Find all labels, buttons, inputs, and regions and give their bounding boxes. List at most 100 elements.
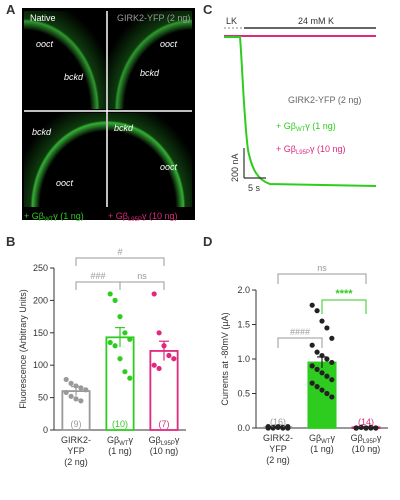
data-point [127,375,133,381]
data-point [63,389,69,396]
data-point [324,390,330,397]
data-point [324,325,330,331]
data-point [314,308,320,314]
significance-bracket [277,273,367,284]
legend-wt: + GβWTγ (1 ng) [276,121,336,133]
significance-label: ns [137,271,147,281]
header-native: Native [30,13,56,23]
data-point [166,352,172,359]
tile-label-ooct: ooct [36,39,54,49]
data-point [319,318,325,324]
x-tick-label: YFP [67,446,85,456]
data-point [156,365,162,372]
x-tick-label: (1 ng) [310,444,334,454]
x-tick-label: GβWTγ [107,435,134,447]
data-point [319,370,325,376]
panel-a-micrographs: Native GIRK2-YFP (2 ng) ooct bckd ooct b… [22,8,195,223]
data-point [265,424,271,430]
data-point [151,362,157,368]
significance-bracket [119,281,165,290]
x-tick-label: GβWTγ [309,433,336,445]
x-tick-label: YFP [269,444,287,454]
significance-label: ### [90,271,105,281]
data-point [324,356,330,362]
significance-bracket [277,337,323,348]
data-point [353,425,359,431]
k-label: 24 mM K [298,16,334,26]
data-point [73,396,79,402]
micrograph-construct-top [108,11,192,109]
footer-wt: + GβWTγ (1 ng) [24,211,84,223]
data-point [68,393,74,399]
panel-letter-b: B [6,234,15,249]
data-point [73,383,79,389]
data-point [117,314,123,320]
significance-bracket [321,299,367,314]
n-label: (10) [112,419,128,429]
y-tick-label: 0 [43,425,48,435]
x-tick-label: (10 ng) [352,444,381,454]
data-point [329,377,335,383]
footer-mut: + GβL95Pγ (10 ng) [108,211,177,223]
tile-label-ooct: ooct [160,162,178,172]
data-point [329,359,335,366]
y-tick-label: 150 [33,328,48,338]
scale-current-label: 200 nA [230,153,240,182]
data-point [63,376,69,383]
data-point [280,425,286,431]
data-point [319,387,325,393]
x-tick-label: (1 ng) [108,446,132,456]
data-point [68,380,74,386]
y-tick-label: 0.0 [237,423,250,433]
data-point [151,291,157,297]
data-point [309,302,315,308]
data-point [83,387,89,393]
tile-label-bckd: bckd [32,127,52,137]
data-point [285,424,291,430]
n-label: (14) [314,417,330,427]
trace-wt [224,36,377,187]
panel-letter-d: D [203,234,212,249]
data-point [329,394,335,400]
micrograph-mut-bottom [108,113,192,207]
data-point [358,424,364,430]
y-tick-label: 100 [33,360,48,370]
panel-c-traces: LK 24 mM K GIRK2-YFP (2 ng) + GβWTγ (1 n… [224,16,377,193]
y-axis-label: Currents at -80mV (µA) [220,312,230,405]
panel-letter-c: C [203,2,213,17]
data-point [368,425,374,431]
x-tick-label: (2 ng) [64,457,88,467]
y-tick-label: 1.0 [237,354,250,364]
data-point [107,339,113,346]
data-point [319,352,325,359]
chart-b: 0 50 100 150 200 250 Fluorescence (Arbitrary U… [18,247,186,467]
data-point [329,335,335,341]
data-point [122,330,128,336]
data-point [363,425,369,431]
legend-mut: + GβL95Pγ (10 ng) [276,144,345,156]
data-point [373,425,379,431]
x-tick-label: (10 ng) [150,446,179,456]
tile-label-ooct: ooct [56,178,74,188]
lk-label: LK [226,16,237,26]
header-construct: GIRK2-YFP (2 ng) [117,13,190,23]
x-tick-label: GβL95Pγ [351,433,382,445]
data-point [156,330,162,336]
data-point [314,384,320,390]
tile-label-bckd: bckd [114,123,134,133]
data-point [107,291,113,297]
legend-construct: GIRK2-YFP (2 ng) [288,95,361,105]
tile-label-ooct: ooct [160,39,178,49]
data-point [309,380,315,386]
n-label: (9) [71,419,82,429]
y-tick-label: 1.5 [237,320,250,330]
y-tick-label: 200 [33,295,48,305]
data-point [127,336,133,342]
n-label: (14) [358,417,374,427]
tile-label-bckd: bckd [64,72,84,82]
bar [105,336,135,431]
significance-label: **** [335,288,353,300]
data-point [122,369,128,375]
data-point [117,356,123,362]
